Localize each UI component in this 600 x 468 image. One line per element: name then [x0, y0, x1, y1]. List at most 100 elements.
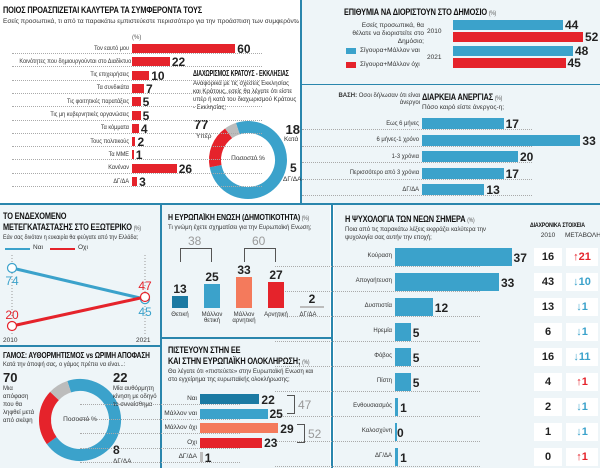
- bar: [453, 58, 566, 68]
- bar: [200, 452, 203, 462]
- donut-center-label: Ποσοστό %: [63, 416, 97, 423]
- title-text: Η ΨΥΧΟΛΟΓΙΑ ΤΩΝ ΝΕΩΝ ΣΗΜΕΡΑ: [345, 214, 466, 224]
- chart-subtitle: Πόσο καιρό είστε άνεργος-η;: [422, 104, 505, 111]
- category-label: Εως 6 μήνες: [386, 119, 419, 127]
- category-label: Ενθουσιασμός: [353, 403, 392, 409]
- divider: [300, 0, 302, 203]
- value-2010: 6: [534, 323, 562, 341]
- bar-value: 22: [171, 55, 186, 70]
- category-label: ΔΓ/ΔΑ: [113, 177, 129, 185]
- data-label: 20: [5, 308, 19, 322]
- data-label: 45: [138, 305, 152, 319]
- bar: [132, 57, 170, 67]
- bar: [200, 408, 268, 419]
- chart-title: ΔΙΑΡΚΕΙΑ ΑΝΕΡΓΙΑΣ (%): [422, 92, 502, 102]
- slice-value: 5: [290, 161, 297, 175]
- category-label: Μάλλον αρνητική: [232, 312, 256, 324]
- unit-label: (%): [494, 96, 503, 102]
- category-label: Τα κόμματα: [100, 124, 129, 132]
- category-label: ΔΓ/ΔΑ: [178, 453, 197, 460]
- data-label: 74: [5, 274, 19, 288]
- data-point: [139, 291, 151, 303]
- category-label: Τους πολιτικούς: [90, 137, 129, 145]
- row-divider: [80, 462, 240, 463]
- x-tick-label: 2010: [3, 337, 18, 344]
- divider: [331, 205, 333, 468]
- column-header-change: ΜΕΤΑΒΟΛΗ: [565, 232, 600, 239]
- chart-title: ΓΑΜΟΣ: ΑΥΘΟΡΜΗΤΙΣΜΟΣ vs ΩΡΙΜΗ ΑΠΟΦΑΣΗ: [3, 350, 150, 360]
- value-2010: 0: [534, 448, 562, 466]
- bar-value: 5: [412, 375, 420, 390]
- data-point: [6, 262, 18, 274]
- unit-label: (%): [488, 11, 497, 17]
- bar-value: 60: [237, 42, 251, 56]
- group-total: 38: [188, 234, 202, 248]
- bar-value: 12: [434, 300, 449, 315]
- slice-value: 77: [194, 117, 209, 132]
- legend-label: Σίγουρα+Μάλλον ναι: [360, 47, 420, 54]
- chart-title: ΠΙΣΤΕΥΟΥΝ ΣΤΗΝ ΕΕ: [168, 345, 241, 355]
- unit-label: (%): [133, 226, 141, 232]
- row-divider: [12, 186, 262, 187]
- bar: [422, 134, 581, 146]
- x-tick-label: 2021: [136, 337, 151, 344]
- legend-label: Ναι: [33, 244, 43, 251]
- bar-value: 1: [135, 148, 143, 163]
- row-divider: [12, 106, 262, 108]
- value-2010: 16: [534, 348, 562, 366]
- category-label: Κοινότητες που δημιουργούνται στο Διαδίκ…: [19, 57, 132, 65]
- bar-value: 13: [173, 281, 187, 296]
- bar: [422, 118, 504, 129]
- bar-value: 1: [204, 450, 212, 465]
- bar: [395, 323, 411, 341]
- category-label: Μάλλον όχι: [164, 424, 197, 431]
- bar: [132, 137, 136, 147]
- bar: [200, 437, 263, 448]
- category-label: Φόβος: [374, 353, 392, 359]
- chart-subtitle: Αναφορικά με τις σχέσεις Εκκλησίας και Κ…: [193, 81, 297, 111]
- chart-title: Η ΕΥΡΩΠΑΪΚΗ ΕΝΩΣΗ (ΔΗΜΟΤΙΚΟΤΗΤΑ) (%): [168, 212, 309, 222]
- bar: [132, 163, 177, 173]
- bar-value: 4: [140, 121, 148, 136]
- divider: [0, 345, 160, 347]
- row-divider: [275, 266, 480, 267]
- bar-value: 17: [505, 117, 519, 131]
- value-2010: 13: [534, 298, 562, 316]
- bar-value: 5: [412, 350, 420, 365]
- bar: [300, 306, 324, 308]
- chart-subtitle: Εάν σας δινόταν η ευκαιρία θα φεύγατε απ…: [3, 235, 139, 241]
- unit-label: (%): [467, 218, 475, 224]
- row-divider: [275, 416, 480, 417]
- base-label: ΒΑΣΗ:: [338, 93, 358, 99]
- group-total: 60: [252, 234, 266, 248]
- bar: [132, 44, 236, 53]
- category-label: Απογοήτευση: [355, 278, 392, 284]
- bar-value: 48: [575, 44, 589, 58]
- year-label: 2010: [427, 28, 442, 35]
- row-divider: [12, 53, 262, 54]
- category-label: Τα συνδικάτα: [96, 84, 129, 92]
- bar-value: 22: [261, 392, 275, 407]
- bar: [422, 167, 504, 179]
- category-label: Τις μη κυβερνητικές οργανώσεις: [50, 111, 129, 118]
- bar: [395, 273, 499, 291]
- bar: [395, 423, 397, 441]
- legend-swatch: [5, 248, 30, 250]
- category-label: ΔΓ/ΔΑ: [299, 312, 317, 318]
- bar: [132, 150, 134, 160]
- base-text: Οσοι δήλωσαν ότι είναι άνεργοι: [358, 93, 420, 106]
- series-line: [11, 266, 146, 301]
- bar-value: 17: [505, 166, 519, 181]
- slice-label: ΔΓ/ΔΑ: [283, 176, 302, 183]
- category-label: Κούραση: [367, 253, 392, 259]
- bar-value: 45: [567, 56, 581, 70]
- bar-value: 1: [400, 450, 407, 465]
- slice-label: Μια απόφαση που θα ληφθεί μετά από σκέψη: [3, 386, 35, 424]
- bar-value: 52: [585, 30, 599, 44]
- category-label: Οχι: [187, 438, 197, 446]
- bar: [453, 32, 583, 42]
- row-divider: [80, 447, 240, 449]
- value-2010: 2: [534, 398, 562, 416]
- row-divider: [12, 79, 262, 81]
- bar-value: 37: [513, 250, 527, 265]
